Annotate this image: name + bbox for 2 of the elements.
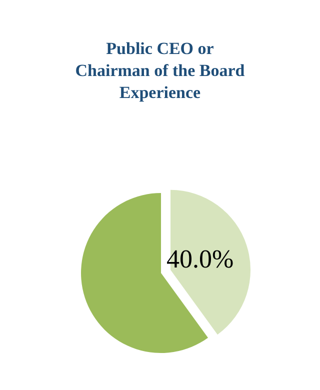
data-label: 40.0% — [166, 244, 234, 274]
chart-title: Public CEO or Chairman of the Board Experience — [75, 38, 245, 104]
